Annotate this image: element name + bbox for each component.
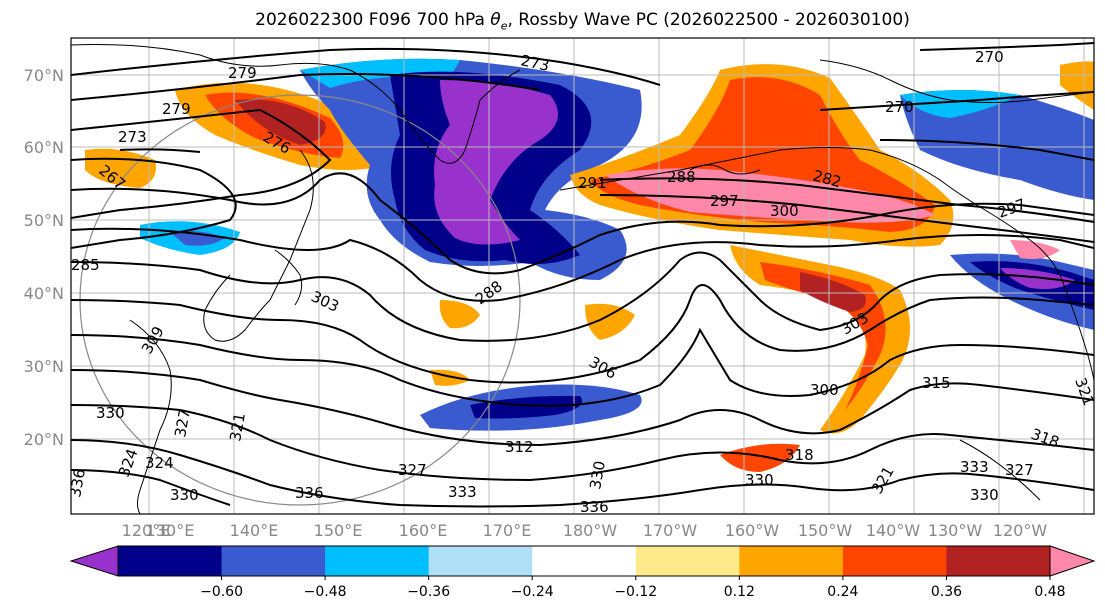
colorbar-tick-label: −0.36 bbox=[407, 584, 450, 600]
lat-label: 50°N bbox=[24, 211, 64, 230]
lon-label: 150°E bbox=[314, 521, 363, 540]
lon-label: 140°W bbox=[866, 521, 921, 540]
contour-label: 321 bbox=[226, 411, 249, 442]
lat-label: 20°N bbox=[24, 430, 64, 449]
contour-label: 273 bbox=[519, 51, 551, 75]
contour-label: 330 bbox=[96, 404, 125, 422]
contour-label: 315 bbox=[922, 374, 951, 392]
contour-label: 270 bbox=[885, 98, 914, 116]
lon-label: 140°E bbox=[230, 521, 279, 540]
lon-label: 130°E bbox=[146, 521, 195, 540]
colorbar-extend-max bbox=[1049, 545, 1096, 577]
shade-cold-west-small-2 bbox=[170, 230, 225, 246]
lon-label: 170°W bbox=[643, 521, 698, 540]
colorbar-segment bbox=[946, 546, 1051, 576]
lat-labels: 70°N 60°N 50°N 40°N 30°N 20°N bbox=[24, 66, 64, 449]
lon-label: 150°W bbox=[798, 521, 853, 540]
colorbar-segment bbox=[532, 546, 637, 576]
lon-label: 160°E bbox=[399, 521, 448, 540]
colorbar-segment bbox=[118, 546, 223, 576]
contour-label: 273 bbox=[118, 128, 147, 146]
lat-label: 70°N bbox=[24, 66, 64, 85]
colorbar-segment bbox=[739, 546, 844, 576]
lon-label: 130°W bbox=[928, 521, 983, 540]
colorbar-segment bbox=[325, 546, 430, 576]
contour-label: 318 bbox=[785, 446, 814, 464]
contour-label: 330 bbox=[970, 486, 999, 504]
shade-warm-mid2 bbox=[439, 300, 480, 329]
contour-layer bbox=[71, 42, 1094, 508]
shade-cold-light bbox=[300, 58, 460, 88]
colorbar-outline bbox=[117, 545, 1051, 577]
contour-label: 279 bbox=[228, 64, 257, 82]
contour-label: 336 bbox=[580, 498, 609, 516]
colorbar-tick-label: −0.12 bbox=[614, 584, 657, 600]
lon-label: 120°W bbox=[993, 521, 1048, 540]
colorbar-segment bbox=[635, 546, 740, 576]
contour-label: 297 bbox=[710, 192, 739, 210]
contour-label: 291 bbox=[578, 174, 607, 192]
lon-label: 180°W bbox=[563, 521, 618, 540]
map-frame bbox=[70, 37, 1095, 515]
contour-label: 300 bbox=[810, 381, 839, 399]
graticule bbox=[71, 38, 1094, 514]
lat-label: 40°N bbox=[24, 284, 64, 303]
colorbar-tick-label: 0.24 bbox=[827, 584, 858, 600]
shade-warm-gulf-pink bbox=[605, 168, 935, 223]
contour-label: 327 bbox=[1005, 461, 1034, 479]
contour-label: 324 bbox=[145, 454, 174, 472]
shade-warm-ne-dark bbox=[800, 272, 866, 312]
contour-label: 327 bbox=[398, 461, 427, 479]
contour-label: 288 bbox=[667, 168, 696, 186]
contour-label: 330 bbox=[170, 486, 199, 504]
lat-label: 30°N bbox=[24, 357, 64, 376]
map-panel: 279 273 270 273 279 276 270 267 291 288 … bbox=[66, 38, 1094, 516]
colorbar-segment bbox=[842, 546, 947, 576]
colorbar-tick-label: 0.36 bbox=[931, 584, 962, 600]
shading-layer bbox=[85, 58, 1094, 472]
colorbar-tick-label: 0.12 bbox=[724, 584, 755, 600]
shade-warm-far-e bbox=[1060, 61, 1094, 110]
colorbar-tick-label: −0.60 bbox=[200, 584, 243, 600]
colorbar-tick-label: −0.48 bbox=[304, 584, 347, 600]
colorbar-extend-min bbox=[69, 545, 119, 577]
shade-warm-se bbox=[720, 443, 800, 472]
colorbar-segment bbox=[221, 546, 326, 576]
contour-label: 312 bbox=[505, 438, 534, 456]
contour-label: 327 bbox=[171, 407, 194, 438]
shade-pink-e bbox=[1010, 240, 1060, 259]
lon-label: 170°E bbox=[483, 521, 532, 540]
contour-label: 333 bbox=[448, 483, 477, 501]
contour-label: 270 bbox=[975, 48, 1004, 66]
shade-cold-east-purple bbox=[1000, 268, 1075, 289]
contour-label: 336 bbox=[295, 484, 324, 502]
contour-label: 300 bbox=[770, 202, 799, 220]
lon-label: 160°W bbox=[725, 521, 780, 540]
shade-cold-purple bbox=[434, 80, 558, 245]
shade-cold-ne-light bbox=[900, 90, 1020, 118]
contour-label: 279 bbox=[162, 100, 191, 118]
contour-label: 285 bbox=[71, 256, 100, 274]
lon-labels: 120°E 130°E 140°E 150°E 160°E 170°E 180°… bbox=[122, 521, 1048, 540]
colorbar-tick-label: 0.48 bbox=[1034, 584, 1065, 600]
contour-label: 333 bbox=[960, 458, 989, 476]
figure-title: 2026022300 F096 700 hPa θe, Rossby Wave … bbox=[255, 10, 910, 33]
lon-label: 120°E bbox=[122, 521, 171, 540]
contour-label: 336 bbox=[66, 467, 89, 498]
colorbar: −0.60 −0.48 −0.36 −0.24 −0.12 0.12 0.24 0.36 0.4… bbox=[69, 545, 1096, 600]
lat-label: 60°N bbox=[24, 138, 64, 157]
colorbar-tick-label: −0.24 bbox=[511, 584, 554, 600]
shade-warm-mid bbox=[585, 303, 635, 340]
contour-label: 330 bbox=[745, 471, 774, 489]
colorbar-segment bbox=[428, 546, 533, 576]
coastlines bbox=[71, 43, 1094, 514]
shade-cold-band-south-navy bbox=[470, 395, 583, 419]
contour-label: 330 bbox=[586, 459, 609, 490]
